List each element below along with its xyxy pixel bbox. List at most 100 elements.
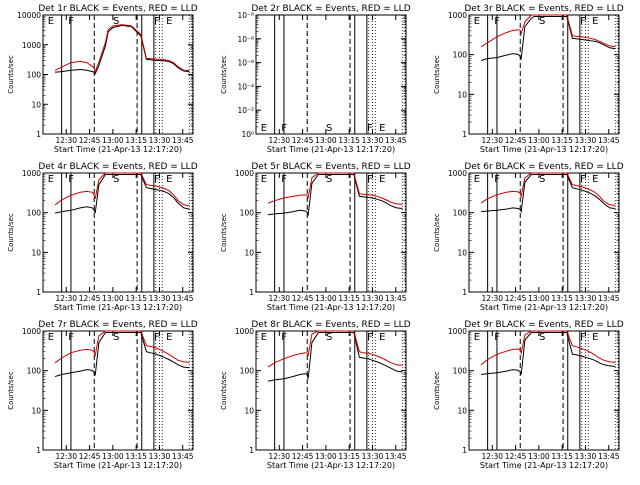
interval-marker: E xyxy=(474,332,480,343)
interval-marker: E xyxy=(592,16,598,27)
series-lld-line xyxy=(54,172,190,207)
panel-title: Det 5r BLACK = Events, RED = LLD xyxy=(251,162,410,172)
interval-marker: E xyxy=(48,332,54,343)
y-tick-label: 10⁻⁶ xyxy=(237,11,254,20)
x-tick-label: 12:30 xyxy=(268,294,290,303)
x-axis-label: Start Time (21-Apr-13 12:17:20) xyxy=(54,461,182,470)
interval-marker: E xyxy=(48,16,54,27)
x-tick-label: 13:45 xyxy=(598,452,620,461)
x-tick-label: 13:30 xyxy=(575,136,597,145)
x-tick-label: 13:45 xyxy=(385,294,407,303)
y-tick-label: 1 xyxy=(249,288,254,297)
y-tick-label: 10 xyxy=(244,406,254,415)
x-tick-label: 12:45 xyxy=(292,136,314,145)
interval-marker: F xyxy=(281,332,287,343)
y-tick-label: 100 xyxy=(27,367,42,376)
x-tick-label: 13:15 xyxy=(338,136,360,145)
x-tick-label: 13:30 xyxy=(362,136,384,145)
plot-frame xyxy=(468,330,620,451)
interval-marker: S xyxy=(326,174,332,185)
y-tick-label: 10⁻⁶ xyxy=(237,59,254,68)
x-tick-label: 13:15 xyxy=(125,294,147,303)
plot-frame xyxy=(255,14,407,135)
interval-marker: E xyxy=(166,332,172,343)
series-lld-line xyxy=(54,330,190,364)
x-tick-label: 13:00 xyxy=(102,294,124,303)
series-lld-line xyxy=(267,172,403,205)
interval-marker: F xyxy=(68,16,74,27)
interval-marker: E xyxy=(261,123,267,134)
x-tick-label: 13:00 xyxy=(102,452,124,461)
y-axis-label: Counts/sec xyxy=(433,371,441,410)
y-tick-label: 1000 xyxy=(22,169,41,178)
x-tick-label: 12:30 xyxy=(55,294,77,303)
x-tick-label: 13:15 xyxy=(551,452,573,461)
x-tick-label: 12:45 xyxy=(292,294,314,303)
x-tick-label: 12:30 xyxy=(268,452,290,461)
y-axis-label: Counts/sec xyxy=(7,371,15,410)
x-tick-label: 13:45 xyxy=(385,136,407,145)
y-tick-label: 100 xyxy=(453,51,468,60)
y-tick-label: 1000 xyxy=(22,41,41,50)
y-tick-label: 10 xyxy=(31,248,41,257)
interval-marker: F xyxy=(154,174,160,185)
series-events-line xyxy=(268,174,403,217)
x-tick-label: 13:30 xyxy=(149,452,171,461)
y-tick-label: 10⁻⁸ xyxy=(237,35,254,44)
interval-marker: S xyxy=(326,123,332,134)
y-axis-label: Counts/sec xyxy=(220,371,228,410)
x-axis-label: Start Time (21-Apr-13 12:17:20) xyxy=(480,461,608,470)
y-tick-label: 10⁻² xyxy=(237,106,254,115)
panel-title: Det 1r BLACK = Events, RED = LLD xyxy=(38,4,197,14)
y-axis-label: Counts/sec xyxy=(7,213,15,252)
x-tick-label: 13:45 xyxy=(598,294,620,303)
y-tick-label: 1 xyxy=(462,288,467,297)
y-tick-label: 1000 xyxy=(448,11,467,20)
x-tick-label: 12:30 xyxy=(268,136,290,145)
interval-marker: E xyxy=(474,16,480,27)
y-tick-label: 10⁻⁴ xyxy=(237,82,254,91)
panel-title: Det 2r BLACK = Events, RED = LLD xyxy=(251,4,410,14)
x-tick-label: 13:15 xyxy=(125,452,147,461)
interval-marker: F xyxy=(367,332,373,343)
y-tick-label: 10 xyxy=(31,100,41,109)
y-axis-label: Counts/sec xyxy=(7,55,15,94)
y-axis-label: Counts/sec xyxy=(433,213,441,252)
y-tick-label: 1 xyxy=(462,446,467,455)
y-tick-label: 100 xyxy=(453,367,468,376)
interval-marker: E xyxy=(166,174,172,185)
y-tick-label: 10 xyxy=(244,248,254,257)
series-events-line xyxy=(480,16,616,61)
x-axis-label: Start Time (21-Apr-13 12:17:20) xyxy=(267,303,395,312)
x-tick-label: 13:00 xyxy=(102,136,124,145)
interval-marker: E xyxy=(166,16,172,27)
interval-marker: S xyxy=(539,174,545,185)
x-tick-label: 13:45 xyxy=(172,452,194,461)
y-tick-label: 100 xyxy=(27,209,42,218)
interval-marker: F xyxy=(580,332,586,343)
panel-title: Det 4r BLACK = Events, RED = LLD xyxy=(38,162,197,172)
x-tick-label: 12:45 xyxy=(79,452,101,461)
panel-title: Det 6r BLACK = Events, RED = LLD xyxy=(464,162,623,172)
interval-marker: E xyxy=(379,174,385,185)
x-tick-label: 12:45 xyxy=(505,294,527,303)
panel-title: Det 3r BLACK = Events, RED = LLD xyxy=(464,4,623,14)
interval-marker: F xyxy=(367,123,373,134)
x-tick-label: 12:30 xyxy=(481,452,503,461)
x-axis-label: Start Time (21-Apr-13 12:17:20) xyxy=(54,145,182,154)
x-axis-label: Start Time (21-Apr-13 12:17:20) xyxy=(267,145,395,154)
interval-marker: E xyxy=(261,174,267,185)
x-tick-label: 13:00 xyxy=(528,136,550,145)
y-tick-label: 10⁰ xyxy=(241,130,254,139)
series-events-line xyxy=(54,174,190,214)
y-tick-label: 100 xyxy=(27,71,42,80)
interval-marker: F xyxy=(68,174,74,185)
